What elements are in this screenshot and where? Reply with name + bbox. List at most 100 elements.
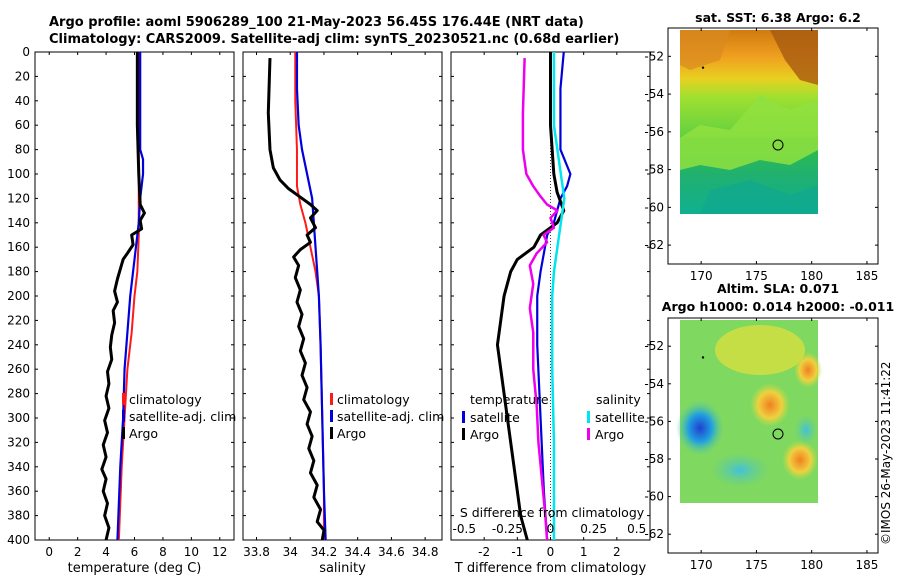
island-marker bbox=[701, 356, 705, 359]
x-tick-label: 0 bbox=[45, 545, 53, 559]
x-axis-label: temperature (deg C) bbox=[68, 561, 202, 576]
sst-map: sat. SST: 6.38 Argo: 6.2 170 175 180 185 -52… bbox=[644, 10, 879, 283]
depth-tick-label: 300 bbox=[7, 411, 30, 425]
sst-heatmap-cold-patch bbox=[700, 180, 818, 214]
legend-title-temperature: temperature bbox=[470, 392, 549, 407]
sla-heatmap-blue-eddy bbox=[676, 400, 724, 456]
difference-plot: -2 -1 0 1 2 T difference from climatology temp… bbox=[453, 51, 647, 576]
series-line-s-argo bbox=[521, 58, 559, 541]
legend-swatch bbox=[122, 393, 125, 405]
x-axis-label: T difference from climatology bbox=[454, 561, 647, 576]
depth-tick-label: 40 bbox=[15, 94, 30, 108]
x-tick-label: 2 bbox=[613, 545, 621, 559]
x-tick-label: -2 bbox=[478, 545, 490, 559]
temperature-plot: 0 2 4 6 8 10 12 temperature (deg C) climatology s… bbox=[45, 52, 236, 576]
sla-map-title-line1: Altim. SLA: 0.071 bbox=[717, 281, 839, 296]
map-y-tick-label: -62 bbox=[644, 238, 664, 252]
figure-title-line2: Climatology: CARS2009. Satellite-adj cli… bbox=[49, 32, 620, 47]
legend-swatch bbox=[330, 393, 333, 405]
map-y-tick-label: -60 bbox=[644, 490, 664, 504]
series-line-argo bbox=[266, 58, 326, 541]
copyright-stamp: ©IMOS 26-May-2023 11:41:22 bbox=[879, 361, 893, 545]
sla-argo-marker bbox=[772, 428, 784, 440]
x-tick-label: 34.2 bbox=[311, 545, 338, 559]
x-tick-label: 10 bbox=[184, 545, 199, 559]
map-y-tick-label: -58 bbox=[644, 452, 664, 466]
island-marker bbox=[701, 66, 705, 69]
sla-heatmap-orange-east bbox=[794, 352, 822, 388]
depth-tick-label: 80 bbox=[15, 143, 30, 157]
x-tick-label: 34.4 bbox=[344, 545, 371, 559]
map-y-tick-label: -52 bbox=[644, 339, 664, 353]
x-axis-label: salinity bbox=[319, 561, 366, 576]
map-y-tick-label: -52 bbox=[644, 49, 664, 63]
x-tick-label: 34.8 bbox=[412, 545, 439, 559]
map-y-tick-label: -58 bbox=[644, 163, 664, 177]
x-tick-label: 0 bbox=[547, 545, 555, 559]
sla-map-title-line2: Argo h1000: 0.014 h2000: -0.011 bbox=[662, 299, 894, 314]
map-y-tick-label: -60 bbox=[644, 200, 664, 214]
x-tick-label: 12 bbox=[212, 545, 227, 559]
depth-tick-label: 400 bbox=[7, 533, 30, 547]
legend-label: climatology bbox=[337, 392, 410, 407]
legend-label: satellite-adj. clim bbox=[337, 409, 444, 424]
salinity-plot: 33.8 34 34.2 34.4 34.6 34.8 salinity climatolog… bbox=[243, 52, 444, 576]
map-x-tick-label: 175 bbox=[745, 269, 768, 283]
legend-label: Argo bbox=[470, 427, 499, 442]
series-line-s-satellite bbox=[550, 52, 566, 540]
x-tick-label: 8 bbox=[159, 545, 167, 559]
sst-heatmap-mid bbox=[680, 30, 730, 70]
legend-swatch bbox=[122, 427, 125, 439]
depth-tick-label: 220 bbox=[7, 313, 30, 327]
sla-map: Altim. SLA: 0.071 Argo h1000: 0.014 h200… bbox=[644, 281, 894, 572]
x-tick-label: 34 bbox=[283, 545, 298, 559]
legend-swatch bbox=[462, 411, 465, 423]
map-x-tick-label: 180 bbox=[800, 269, 823, 283]
map-y-tick-label: -56 bbox=[644, 414, 664, 428]
sst-heatmap-hot bbox=[770, 30, 818, 85]
map-x-tick-label: 175 bbox=[745, 558, 768, 572]
sst-argo-marker bbox=[772, 139, 784, 151]
legend-label: satellite bbox=[470, 410, 520, 425]
map-x-tick-label: 170 bbox=[690, 558, 713, 572]
series-line-satellite-adj-clim bbox=[116, 52, 145, 541]
x-tick-label: 6 bbox=[131, 545, 139, 559]
map-x-tick-label: 180 bbox=[800, 558, 823, 572]
legend-label: satellite bbox=[595, 410, 645, 425]
top-tick-label: 0.25 bbox=[580, 522, 607, 536]
series-line-t-argo bbox=[495, 52, 566, 541]
sla-heatmap-cyan-east bbox=[794, 414, 818, 446]
sla-heatmap-orange-eddy bbox=[750, 383, 790, 427]
sla-heatmap-cyan-patch bbox=[710, 452, 770, 488]
map-y-tick-label: -62 bbox=[644, 527, 664, 541]
legend-swatch bbox=[587, 411, 590, 423]
legend-swatch bbox=[587, 428, 590, 440]
sst-map-title: sat. SST: 6.38 Argo: 6.2 bbox=[695, 10, 861, 25]
map-x-tick-label: 170 bbox=[690, 269, 713, 283]
legend-swatch bbox=[330, 427, 333, 439]
x-tick-label: 33.8 bbox=[243, 545, 270, 559]
legend-swatch bbox=[330, 410, 333, 422]
top-axis-label: S difference from climatology bbox=[460, 505, 645, 520]
legend-label: satellite-adj. clim bbox=[129, 409, 236, 424]
legend-swatch bbox=[462, 428, 465, 440]
depth-tick-label: 60 bbox=[15, 118, 30, 132]
top-tick-label: 0 bbox=[547, 522, 555, 536]
sla-heatmap-orange-south bbox=[782, 440, 818, 480]
top-tick-label: 0.5 bbox=[627, 522, 646, 536]
depth-tick-label: 140 bbox=[7, 216, 30, 230]
map-y-tick-label: -54 bbox=[644, 87, 664, 101]
x-tick-label: 34.6 bbox=[378, 545, 405, 559]
legend-label: Argo bbox=[595, 427, 624, 442]
legend-title-salinity: salinity bbox=[596, 392, 641, 407]
depth-tick-label: 380 bbox=[7, 509, 30, 523]
map-x-tick-label: 185 bbox=[855, 269, 878, 283]
depth-tick-label: 20 bbox=[15, 69, 30, 83]
map-x-tick-label: 185 bbox=[855, 558, 878, 572]
x-tick-label: 1 bbox=[580, 545, 588, 559]
depth-tick-label: 180 bbox=[7, 265, 30, 279]
depth-tick-label: 340 bbox=[7, 460, 30, 474]
top-tick-label: -0.5 bbox=[453, 522, 476, 536]
sla-heatmap-yellow-north bbox=[715, 325, 805, 375]
